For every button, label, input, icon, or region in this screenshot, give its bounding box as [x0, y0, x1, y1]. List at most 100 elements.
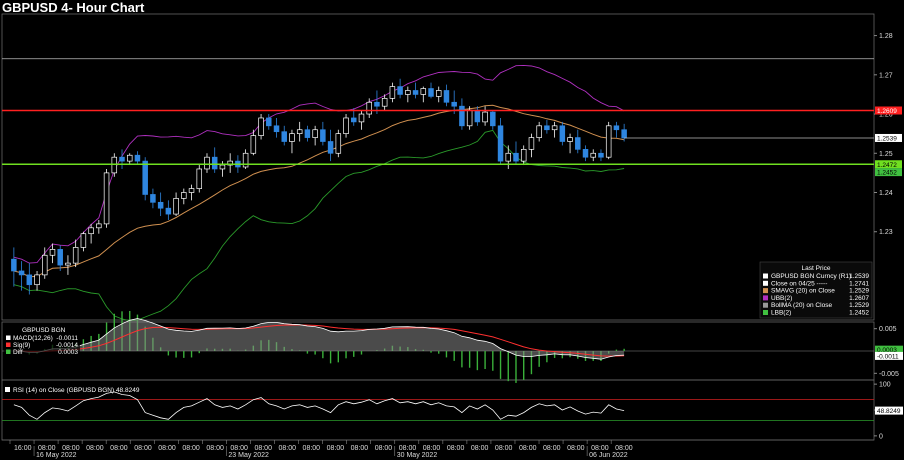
macd-tag-label: 0.0003 — [877, 347, 897, 354]
candle-body — [273, 125, 280, 133]
rsi-tick-label: 0 — [879, 433, 883, 440]
y-tick-label: 1.28 — [879, 33, 893, 40]
candle-body — [165, 207, 172, 215]
legend-item-value: 1.2529 — [849, 288, 869, 295]
x-tick-label: 16:00 — [14, 445, 32, 452]
candle-body — [266, 117, 272, 127]
rsi-legend-label: RSI (14) on Close (GBPUSD BGN) 48.8249 — [13, 387, 140, 394]
candle-body — [134, 154, 141, 162]
candle-body — [150, 194, 156, 203]
candle-body — [211, 156, 218, 170]
candle-body — [451, 101, 457, 107]
candle-body — [559, 125, 566, 142]
candle-body — [343, 117, 349, 135]
macd-legend-swatch — [6, 335, 11, 340]
candle-body — [327, 141, 334, 154]
candle-body — [103, 172, 110, 225]
x-tick-label: 08:00 — [591, 445, 609, 452]
candle-body — [188, 188, 195, 193]
rsi-tag — [875, 406, 903, 415]
candle-body — [281, 131, 287, 142]
legend-item-value: 1.2452 — [849, 310, 869, 317]
price-tag-label: 1.2609 — [877, 108, 897, 115]
macd-signal-line — [13, 324, 625, 357]
candle-body — [459, 105, 465, 127]
legend-swatch — [763, 280, 768, 286]
x-date-label: 16 May 2022 — [36, 452, 77, 459]
x-tick-label: 08:00 — [38, 445, 56, 452]
x-tick-label: 08:00 — [543, 445, 561, 452]
macd-legend-box — [4, 325, 80, 359]
candle-body — [126, 154, 133, 162]
x-tick-label: 08:00 — [62, 445, 80, 452]
rsi-tag-label: 48.8249 — [877, 408, 901, 415]
main-panel-frame — [1, 13, 875, 321]
candle-body — [505, 152, 512, 162]
x-tick-label: 08:00 — [375, 445, 393, 452]
candle-body — [142, 160, 148, 195]
candle-body — [312, 129, 318, 138]
candle-body — [621, 129, 627, 139]
candle-body — [420, 88, 427, 95]
x-tick-label: 08:00 — [279, 445, 297, 452]
price-tag-label: 1.2539 — [877, 135, 897, 142]
legend-item-value: 1.2529 — [849, 302, 869, 309]
candle-body — [351, 117, 357, 123]
price-tag-label: 1.2452 — [877, 170, 897, 177]
candle-body — [57, 249, 63, 266]
candle-body — [544, 125, 550, 131]
legend-swatch — [763, 302, 768, 308]
sma-20-line — [13, 104, 625, 278]
lower-bollinger-band — [13, 129, 625, 322]
legend-item-label: LBB(2) — [771, 310, 791, 317]
macd-legend-swatch — [6, 342, 11, 347]
candle-body — [575, 137, 581, 150]
rsi-line — [13, 391, 625, 420]
price-tag — [875, 133, 902, 142]
x-tick-label: 08:00 — [303, 445, 321, 452]
macd-legend-label: MACD(12,26) — [13, 335, 53, 342]
macd-legend-value: 0.0003 — [58, 349, 78, 356]
legend-item-label: Close on 04/25 ----- — [771, 280, 827, 287]
macd-legend-label: Sig(9) — [13, 342, 30, 349]
candle-body — [528, 137, 535, 150]
candle-body — [598, 152, 604, 158]
x-tick-label: 08:00 — [615, 445, 633, 452]
candle-body — [490, 111, 496, 127]
candle-body — [497, 125, 504, 162]
candle-body — [96, 223, 102, 229]
candle-body — [258, 117, 264, 136]
macd-legend-value: -0.0011 — [56, 335, 78, 342]
candle-body — [181, 192, 187, 199]
x-tick-label: 08:00 — [182, 445, 200, 452]
candle-body — [374, 101, 380, 107]
candle-body — [582, 148, 589, 158]
x-tick-label: 08:00 — [134, 445, 152, 452]
macd-area — [13, 318, 625, 360]
candle-body — [397, 86, 403, 95]
candle-body — [551, 125, 558, 131]
macd-legend-title: GBPUSD BGN — [22, 327, 66, 334]
legend-item-label: BollMA (20) on Close — [771, 302, 832, 309]
candle-body — [412, 90, 419, 95]
candle-body — [250, 135, 257, 154]
x-tick-label: 08:00 — [327, 445, 345, 452]
candle-body — [65, 262, 71, 266]
macd-legend-swatch — [6, 349, 11, 354]
candle-body — [80, 233, 87, 248]
macd-tick-label: -0.005 — [879, 371, 899, 378]
candle-body — [435, 90, 442, 97]
candle-body — [605, 125, 612, 158]
candle-body — [157, 201, 164, 209]
candle-body — [204, 156, 210, 170]
y-tick-label: 1.24 — [879, 190, 893, 197]
candle-body — [304, 129, 311, 138]
candle-body — [613, 125, 620, 131]
candle-body — [26, 274, 33, 286]
price-tag — [875, 168, 902, 177]
x-tick-label: 08:00 — [399, 445, 417, 452]
x-tick-label: 08:00 — [519, 445, 537, 452]
macd-legend-label: Diff — [13, 349, 23, 356]
legend-item-label: GBPUSD BGN Curncy (R1) — [771, 273, 851, 280]
candle-body — [520, 148, 527, 162]
